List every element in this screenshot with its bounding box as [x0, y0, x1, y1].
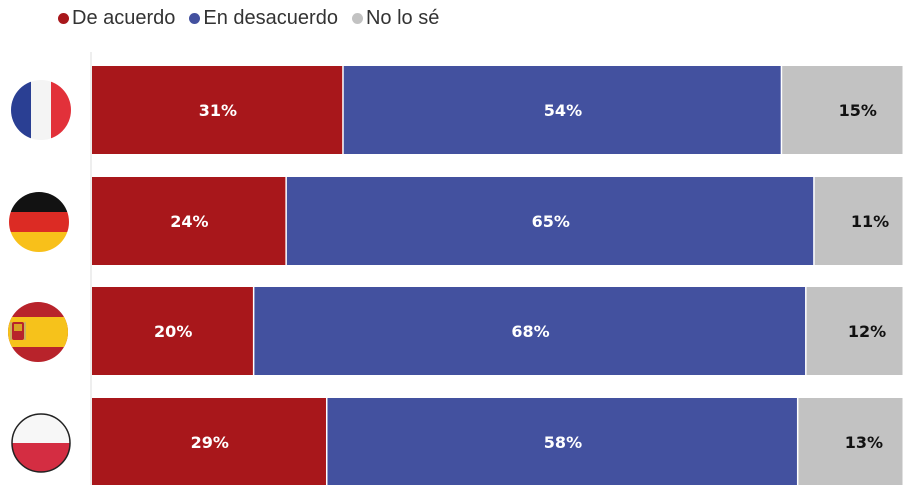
bar-label-spain-agree: 20%: [154, 322, 192, 341]
bar-segment-germany-agree: [92, 177, 286, 265]
bar-segment-spain-agree: [92, 287, 253, 375]
legend-swatch-disagree: [189, 12, 201, 24]
bar-segment-spain-disagree: [254, 287, 806, 375]
bars-group: 31% 54% 15% 24% 65% 11% 20% 68% 12% 29% 58% 13%: [92, 66, 903, 485]
bar-label-poland-disagree: 58%: [544, 433, 582, 452]
bar-label-france-disagree: 54%: [544, 101, 582, 120]
bar-segment-france-agree: [92, 66, 343, 154]
bar-label-germany-disagree: 65%: [532, 212, 570, 231]
legend-swatch-agree: [58, 12, 69, 24]
bar-label-poland-agree: 29%: [191, 433, 229, 452]
bar-segment-poland-agree: [92, 398, 326, 485]
bar-label-france-agree: 31%: [199, 101, 237, 120]
bar-label-spain-dont-know: 12%: [848, 322, 886, 341]
spain-flag-icon: [8, 302, 68, 362]
bar-segment-france-dont-know: [782, 66, 903, 154]
france-flag-icon: [11, 80, 71, 140]
legend-item-agree: De acuerdo: [58, 7, 175, 30]
bar-segment-spain-dont-know: [806, 287, 903, 375]
bar-label-germany-dont-know: 11%: [851, 212, 889, 231]
poland-flag-icon: [11, 413, 71, 473]
legend-swatch-dont-know: [351, 12, 363, 24]
bar-segment-poland-dont-know: [798, 398, 903, 485]
chart-legend: De acuerdo En desacuerdo No lo sé: [58, 6, 439, 30]
legend-label-dont-know: No lo sé: [365, 6, 440, 29]
bar-segment-poland-disagree: [327, 398, 797, 485]
legend-label-disagree: En desacuerdo: [203, 6, 338, 29]
bar-label-spain-disagree: 68%: [511, 322, 549, 341]
bar-segment-germany-dont-know: [814, 177, 903, 265]
bar-label-poland-dont-know: 13%: [845, 433, 883, 452]
legend-item-disagree: En desacuerdo: [189, 7, 338, 30]
legend-label-agree: De acuerdo: [72, 6, 176, 29]
legend-item-dont-know: No lo sé: [351, 6, 440, 30]
germany-flag-icon: [9, 192, 69, 252]
bar-label-germany-agree: 24%: [170, 212, 208, 231]
bar-label-france-dont-know: 15%: [839, 101, 877, 120]
bar-segment-france-disagree: [343, 66, 781, 154]
bar-segment-germany-disagree: [286, 177, 814, 265]
